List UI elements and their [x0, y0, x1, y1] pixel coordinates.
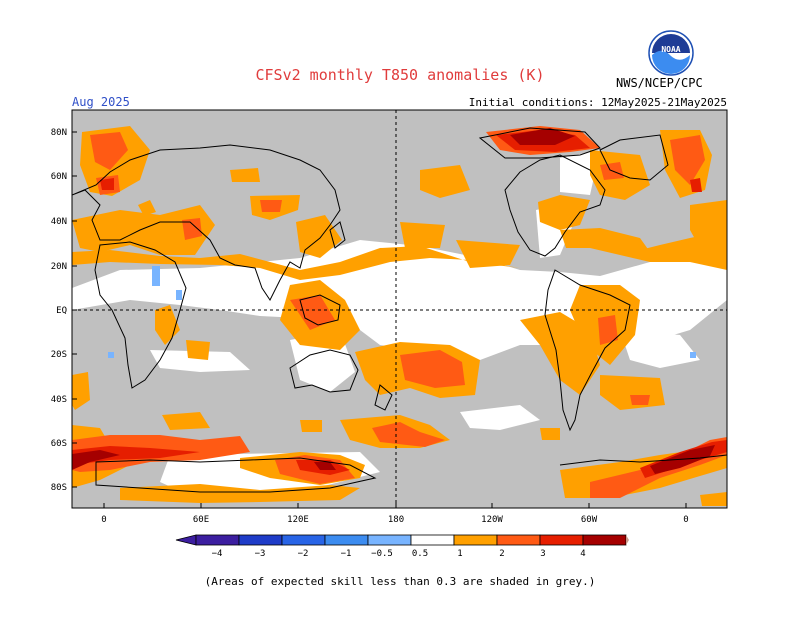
- coastlines: [72, 127, 727, 493]
- agency-label: NWS/NCEP/CPC: [616, 76, 703, 90]
- colorbar-swatch: [367, 534, 412, 546]
- lon-label: 120E: [287, 515, 309, 525]
- noaa-logo-text: NOAA: [661, 45, 680, 54]
- colorbar-swatch: [582, 534, 627, 546]
- lat-label: 80S: [51, 483, 67, 493]
- lat-label: 20N: [51, 262, 67, 272]
- colorbar-tick: −0.5: [371, 549, 393, 559]
- colorbar-swatch: [539, 534, 584, 546]
- colorbar-tick: 1: [457, 549, 462, 559]
- colorbar-tick: 4: [580, 549, 585, 559]
- longitude-labels: 0 60E 120E 180 120W 60W 0: [101, 515, 688, 525]
- lat-label: 60S: [51, 439, 67, 449]
- anomaly-map: 80N 60N 40N 20N EQ 20S 40S 60S 80S 0 60E…: [51, 109, 728, 525]
- lon-label: 0: [683, 515, 688, 525]
- colorbar: −4 −3 −2 −1 −0.5 0.5 1 2 3 4: [175, 534, 629, 559]
- lon-label: 120W: [481, 515, 503, 525]
- axis-ticks: [72, 131, 687, 508]
- skill-footnote: (Areas of expected skill less than 0.3 a…: [204, 575, 596, 588]
- colorbar-tick: −4: [212, 549, 223, 559]
- map-title: CFSv2 monthly T850 anomalies (K): [255, 66, 545, 84]
- lon-label: 0: [101, 515, 106, 525]
- lat-label: EQ: [56, 306, 67, 316]
- colorbar-tick: 3: [540, 549, 545, 559]
- initial-conditions: Initial conditions: 12May2025-21May2025: [468, 96, 727, 109]
- colorbar-arrow-high: [626, 535, 629, 545]
- colorbar-swatch: [410, 534, 455, 546]
- lat-label: 40S: [51, 395, 67, 405]
- colorbar-tick: −1: [341, 549, 352, 559]
- colorbar-swatch: [281, 534, 326, 546]
- colorbar-ticks: −4 −3 −2 −1 −0.5 0.5 1 2 3 4: [212, 549, 586, 559]
- colorbar-tick: 2: [499, 549, 504, 559]
- lat-label: 80N: [51, 128, 67, 138]
- lon-label: 60W: [581, 515, 598, 525]
- colorbar-tick: −2: [298, 549, 309, 559]
- colorbar-tick: −3: [255, 549, 266, 559]
- map-plot-area: [72, 110, 727, 508]
- colorbar-tick: 0.5: [412, 549, 428, 559]
- colorbar-swatch: [453, 534, 498, 546]
- colorbar-swatch: [496, 534, 541, 546]
- colorbar-swatch: [324, 534, 369, 546]
- cold-anomaly-regions: [108, 266, 696, 358]
- lat-label: 60N: [51, 172, 67, 182]
- lon-label: 180: [388, 515, 404, 525]
- colorbar-swatch: [195, 534, 240, 546]
- noaa-logo: NOAA: [648, 30, 694, 76]
- lat-label: 40N: [51, 217, 67, 227]
- forecast-month: Aug 2025: [72, 95, 130, 109]
- lat-label: 20S: [51, 350, 67, 360]
- lon-label: 60E: [193, 515, 209, 525]
- map-frame: [71, 109, 728, 509]
- colorbar-arrow-low: [175, 534, 197, 546]
- colorbar-swatch: [238, 534, 283, 546]
- latitude-labels: 80N 60N 40N 20N EQ 20S 40S 60S 80S: [51, 128, 67, 493]
